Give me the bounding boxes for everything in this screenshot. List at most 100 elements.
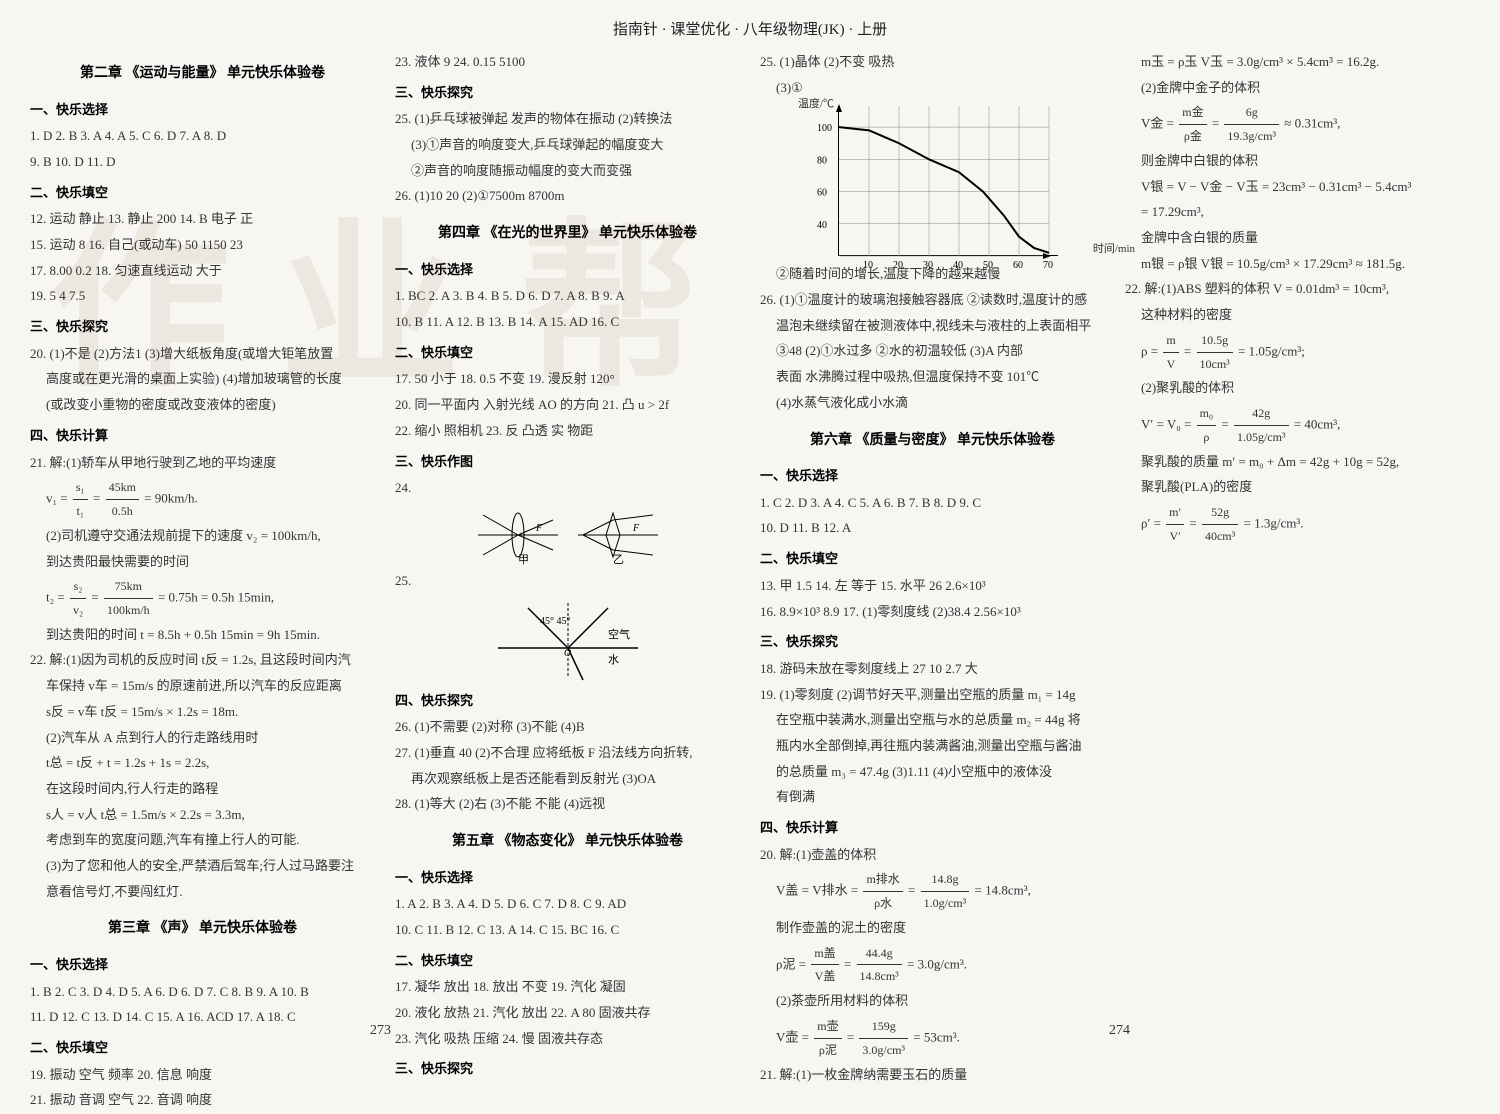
answer-line: 这种材料的密度 [1141, 303, 1470, 328]
figure-25-refraction: 45° 45° 空气 水 O [478, 598, 658, 683]
svg-text:50: 50 [983, 260, 993, 271]
answer-line: (或改变小重物的密度或改变液体的密度) [46, 393, 375, 418]
formula-res: = 1.05g/cm³; [1238, 343, 1305, 358]
frac-num: m壶 [814, 1015, 841, 1039]
column-1: 第二章 《运动与能量》 单元快乐体验卷 一、快乐选择 1. D 2. B 3. … [30, 49, 375, 1114]
formula-line: ρ′ = m′V′ = 52g40cm³ = 1.3g/cm³. [1141, 501, 1470, 548]
frac-den: 100km/h [104, 599, 153, 622]
answer-line: 聚乳酸的质量 m′ = m₀ + Δm = 42g + 10g = 52g, [1141, 450, 1470, 475]
c2-section-3-title: 三、快乐探究 [30, 315, 375, 340]
frac-num: 45km [106, 476, 139, 500]
formula-lhs: ρ′ = [1141, 515, 1161, 530]
frac-den: v₂ [70, 599, 86, 622]
answer-line: 1. A 2. B 3. A 4. D 5. D 6. C 7. D 8. C … [395, 892, 740, 917]
formula-lhs: V金 = [1141, 116, 1174, 131]
formula-eq: = [908, 883, 915, 898]
answer-line: 金牌中含白银的质量 [1141, 226, 1470, 251]
answer-line: (2)司机遵守交通法规前提下的速度 v₂ = 100km/h, [46, 524, 375, 549]
frac-den: 14.8cm³ [857, 965, 902, 988]
frac-den: 40cm³ [1202, 525, 1238, 548]
formula-res: = 53cm³. [913, 1029, 960, 1044]
chapter-5-title: 第五章 《物态变化》 单元快乐体验卷 [395, 829, 740, 856]
frac-num: 10.5g [1197, 329, 1233, 353]
chapter-3-title: 第三章 《声》 单元快乐体验卷 [30, 916, 375, 943]
svg-text:F: F [535, 523, 543, 534]
frac-num: 52g [1202, 501, 1238, 525]
c4-section-3-title: 三、快乐作图 [395, 450, 740, 475]
page-header: 指南针 · 课堂优化 · 八年级物理(JK) · 上册 [0, 0, 1500, 49]
c3-section-2-title: 二、快乐填空 [30, 1036, 375, 1061]
frac-den: 3.0g/cm³ [859, 1039, 908, 1062]
column-2: 23. 液体 9 24. 0.15 5100 三、快乐探究 25. (1)乒乓球… [395, 49, 740, 1114]
c2-section-4-title: 四、快乐计算 [30, 424, 375, 449]
formula-line: V盖 = V排水 = m排水ρ水 = 14.8g1.0g/cm³ = 14.8c… [776, 868, 1105, 915]
answer-line: 20. 解:(1)壶盖的体积 [760, 843, 1105, 868]
frac-num: 42g [1234, 402, 1289, 426]
answer-line: 考虑到车的宽度问题,汽车有撞上行人的可能. [46, 828, 375, 853]
c4-section-1-title: 一、快乐选择 [395, 258, 740, 283]
answer-line: 26. (1)①温度计的玻璃泡接触容器底 ②读数时,温度计的感 [760, 288, 1105, 313]
answer-line: 制作壶盖的泥土的密度 [776, 916, 1105, 941]
formula-eq: = [1212, 116, 1219, 131]
chapter-2-title: 第二章 《运动与能量》 单元快乐体验卷 [30, 61, 375, 88]
answer-line: ③48 (2)①水过多 ②水的初温较低 (3)A 内部 [776, 339, 1105, 364]
answer-line: 11. D 12. C 13. D 14. C 15. A 16. ACD 17… [30, 1005, 375, 1030]
svg-text:10: 10 [863, 260, 873, 271]
answer-line: (3)①声音的响度变大,乒乓球弹起的幅度变大 [411, 133, 740, 158]
answer-line: 12. 运动 静止 13. 静止 200 14. B 电子 正 [30, 207, 375, 232]
formula-lhs: v₁ = [46, 491, 68, 506]
c4-section-2-title: 二、快乐填空 [395, 341, 740, 366]
formula-line: V金 = m金ρ金 = 6g19.3g/cm³ ≈ 0.31cm³, [1141, 101, 1470, 148]
answer-line: = 17.29cm³, [1141, 200, 1470, 225]
svg-text:100: 100 [817, 123, 832, 134]
formula-lhs: t₂ = [46, 589, 65, 604]
answer-line: (2)汽车从 A 点到行人的行走路线用时 [46, 726, 375, 751]
formula-line: v₁ = s₁t₁ = 45km0.5h = 90km/h. [46, 476, 375, 523]
formula-line: ρ = mV = 10.5g10cm³ = 1.05g/cm³; [1141, 329, 1470, 376]
formula-res: = 3.0g/cm³. [907, 956, 967, 971]
formula-lhs: V′ = V₀ = [1141, 416, 1191, 431]
c3-section-3-title: 三、快乐探究 [395, 81, 740, 106]
answer-line: 高度或在更光滑的桌面上实验) (4)增加玻璃管的长度 [46, 367, 375, 392]
cooling-curve-chart: 40608010010203040506070 [838, 106, 1058, 256]
fig25-air: 空气 [608, 627, 630, 641]
answer-line: 表面 水沸腾过程中吸热,但温度保持不变 101℃ [776, 365, 1105, 390]
chapter-4-title: 第四章 《在光的世界里》 单元快乐体验卷 [395, 221, 740, 248]
figure-24-lens: F 甲 F 乙 [478, 505, 658, 565]
answer-line: 20. (1)不是 (2)方法1 (3)增大纸板角度(或增大钜笔放置 [30, 342, 375, 367]
frac-den: V盖 [811, 965, 838, 988]
c4-section-4-title: 四、快乐探究 [395, 689, 740, 714]
content-columns: 第二章 《运动与能量》 单元快乐体验卷 一、快乐选择 1. D 2. B 3. … [0, 49, 1500, 1114]
answer-line: (3)为了您和他人的安全,严禁酒后驾车;行人过马路要注 [46, 854, 375, 879]
answer-line: (2)茶壶所用材料的体积 [776, 989, 1105, 1014]
answer-line: (2)聚乳酸的体积 [1141, 376, 1470, 401]
answer-line: 25. (1)晶体 (2)不变 吸热 [760, 50, 1105, 75]
column-3: 25. (1)晶体 (2)不变 吸热 (3)① 温度/℃ 40608010010… [760, 49, 1105, 1114]
answer-line: 15. 运动 8 16. 自己(或动车) 50 1150 23 [30, 233, 375, 258]
answer-line: 21. 振动 音调 空气 22. 音调 响度 [30, 1088, 375, 1113]
formula-line: t₂ = s₂v₂ = 75km100km/h = 0.75h = 0.5h 1… [46, 575, 375, 622]
frac-den: ρ水 [863, 892, 902, 915]
answer-line: 到达贵阳的时间 t = 8.5h + 0.5h 15min = 9h 15min… [46, 623, 375, 648]
chapter-6-title: 第六章 《质量与密度》 单元快乐体验卷 [760, 428, 1105, 455]
svg-text:30: 30 [923, 260, 933, 271]
answer-line: 再次观察纸板上是否还能看到反射光 (3)OA [411, 767, 740, 792]
frac-num: s₂ [70, 575, 86, 599]
answer-line: 10. C 11. B 12. C 13. A 14. C 15. BC 16.… [395, 918, 740, 943]
answer-line: ②声音的响度随振动幅度的变大而变强 [411, 159, 740, 184]
c6-section-4-title: 四、快乐计算 [760, 816, 1105, 841]
frac-den: 1.05g/cm³ [1234, 426, 1289, 449]
answer-line: V银 = V − V金 − V玉 = 23cm³ − 0.31cm³ − 5.4… [1141, 175, 1470, 200]
svg-text:80: 80 [817, 156, 827, 167]
formula-line: ρ泥 = m盖V盖 = 44.4g14.8cm³ = 3.0g/cm³. [776, 942, 1105, 989]
answer-line: 9. B 10. D 11. D [30, 150, 375, 175]
formula-eq: = [1189, 515, 1196, 530]
c5-section-3-title: 三、快乐探究 [395, 1057, 740, 1082]
answer-line: 26. (1)10 20 (2)①7500m 8700m [395, 184, 740, 209]
frac-den: ρ [1197, 426, 1217, 449]
answer-line: 1. D 2. B 3. A 4. A 5. C 6. D 7. A 8. D [30, 124, 375, 149]
frac-num: m排水 [863, 868, 902, 892]
fig24-label-1: 甲 [518, 554, 529, 565]
answer-line: 23. 汽化 吸热 压缩 24. 慢 固液共存态 [395, 1027, 740, 1052]
fig25-angle: 45° 45° [540, 616, 571, 627]
